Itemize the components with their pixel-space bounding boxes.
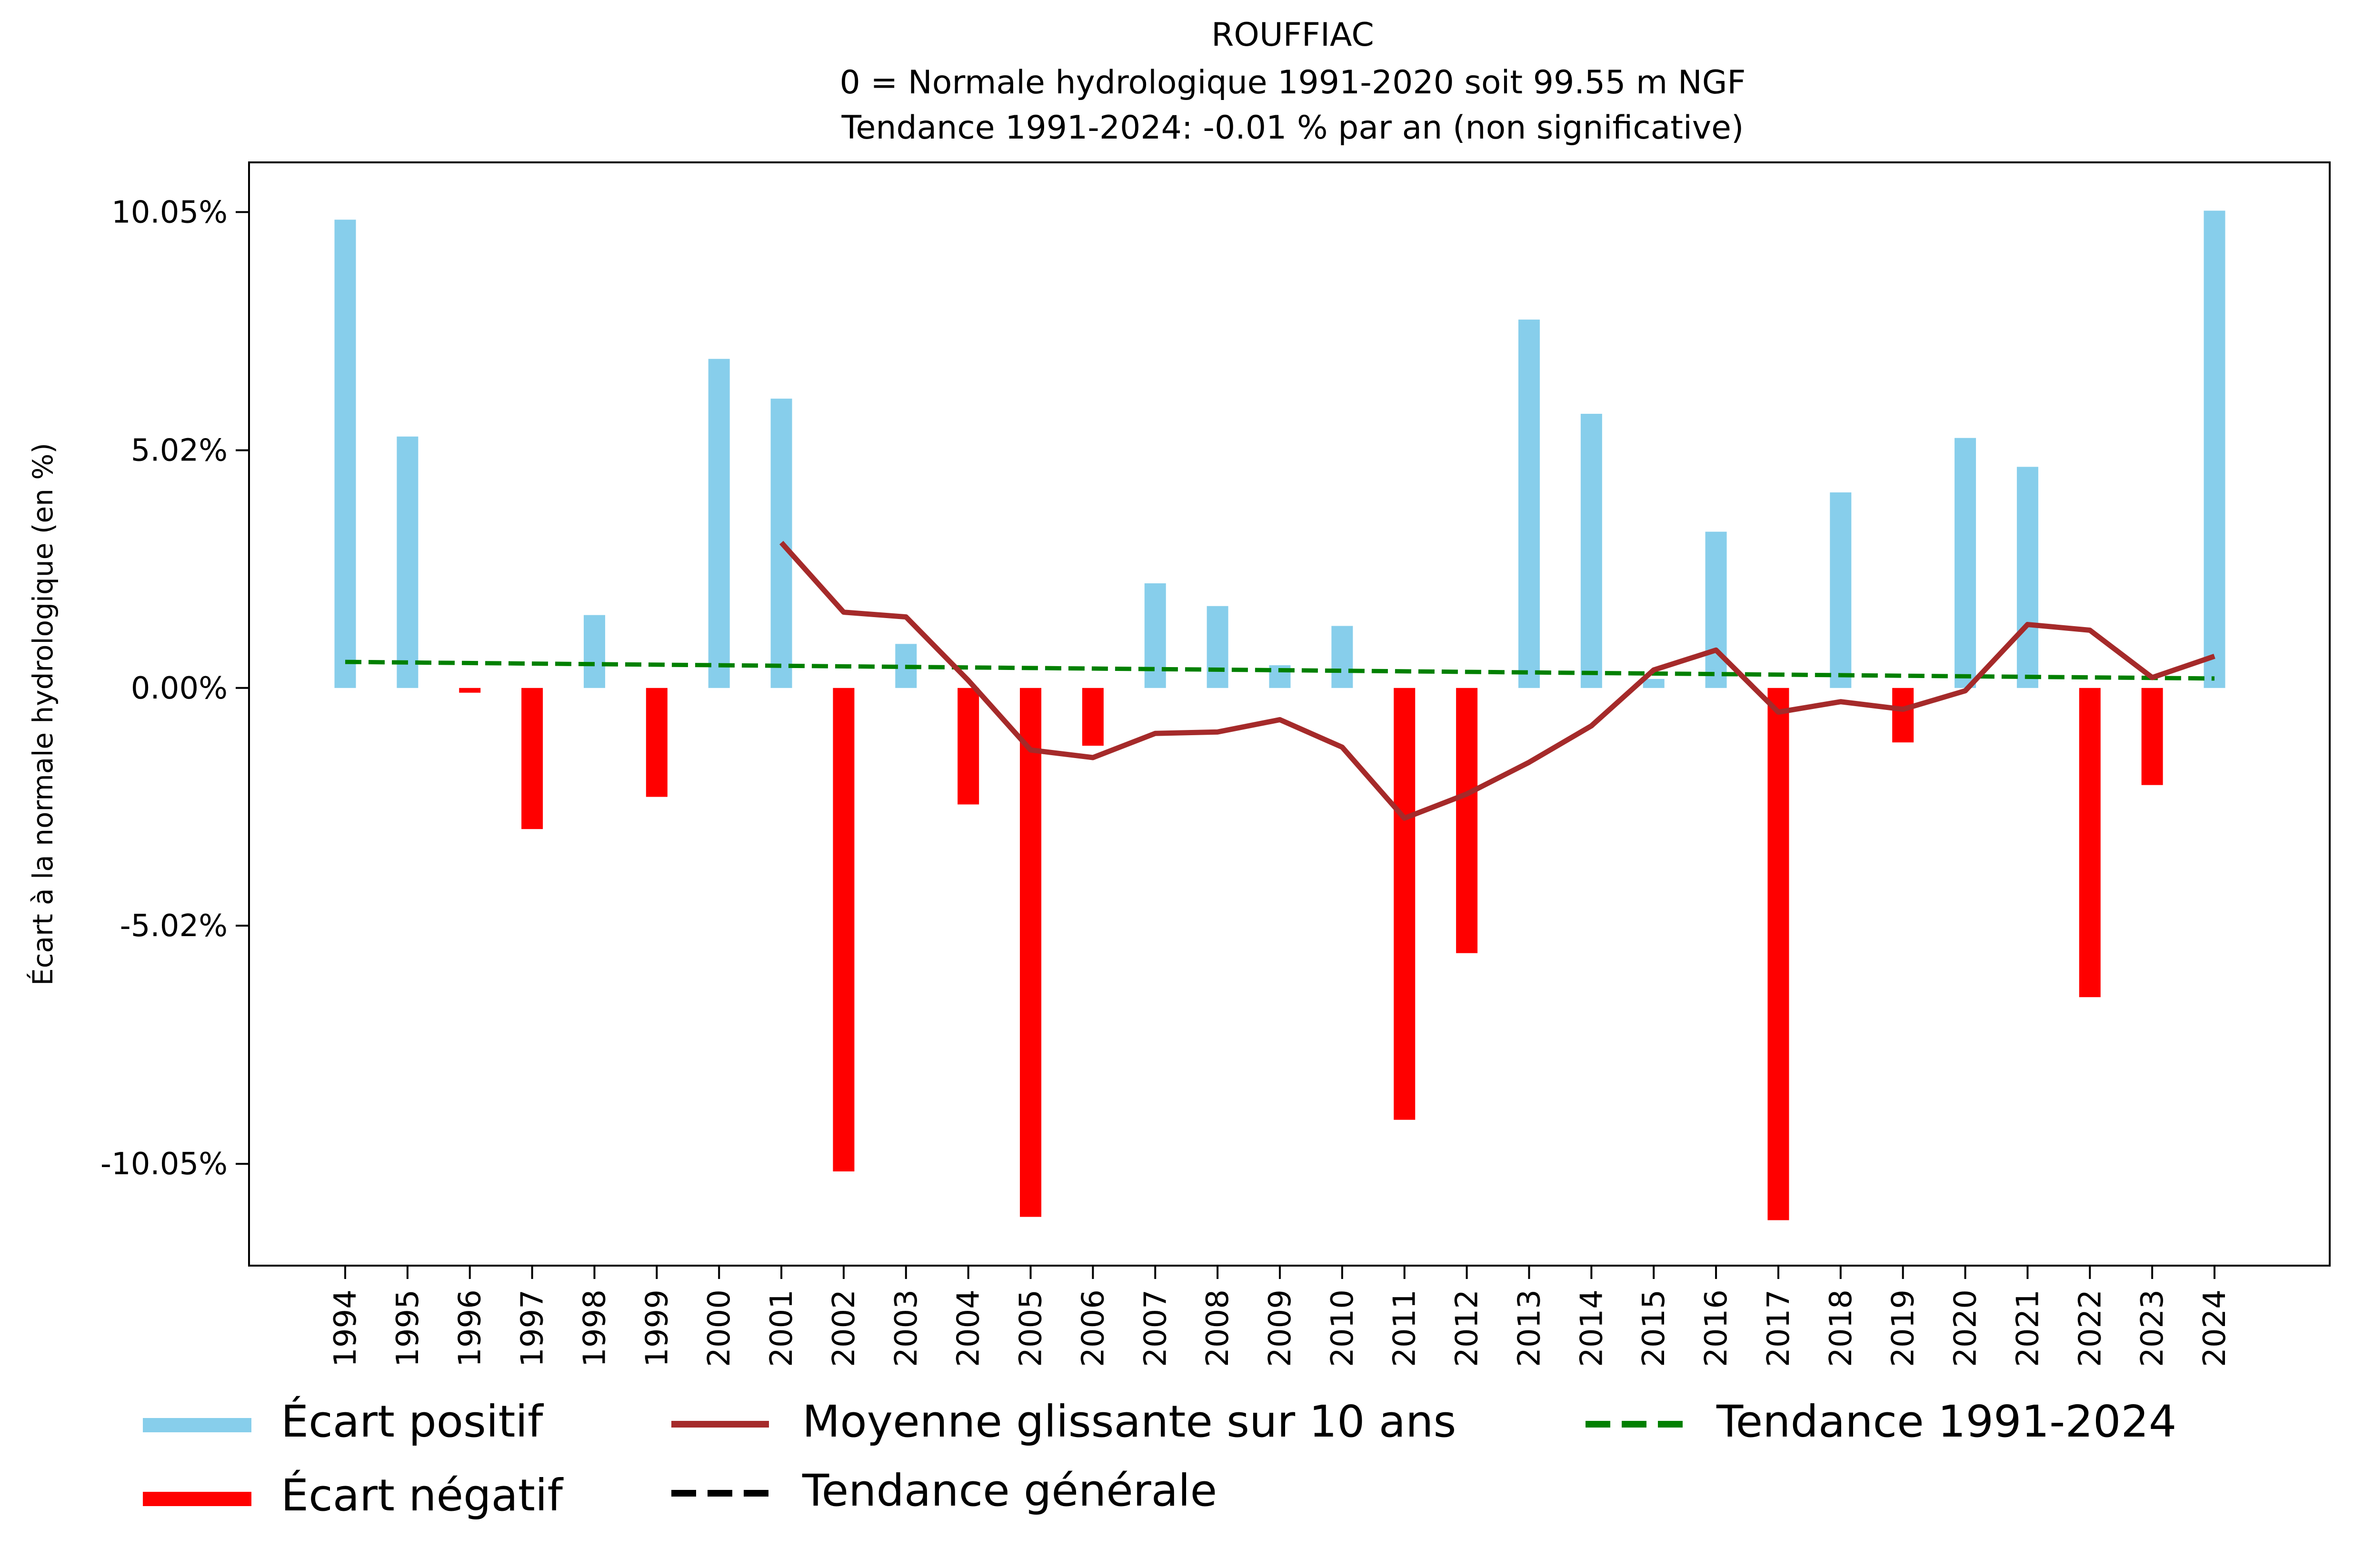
x-tick-label-2024: 2024 [2197,1289,2233,1367]
x-tick-label-2005: 2005 [1014,1289,1049,1367]
bar-2020 [1955,438,1976,688]
y-tick-label: -10.05% [100,1147,228,1182]
legend-swatch-trend-period [1586,1421,1683,1428]
y-tick-label: -5.02% [120,909,228,944]
bar-2005 [1020,688,1042,1217]
bar-2004 [958,688,979,805]
x-tick-label-2008: 2008 [1200,1289,1236,1367]
x-tick-label-1998: 1998 [577,1289,612,1367]
x-tick-label-2000: 2000 [702,1289,737,1367]
x-tick-label-2006: 2006 [1076,1289,1111,1367]
bar-1998 [583,615,605,688]
moving-average-line [779,540,2215,821]
x-tick-label-2023: 2023 [2135,1289,2170,1367]
legend-label-trend-period: Tendance 1991-2024 [1716,1396,2177,1447]
bar-2012 [1456,688,1478,953]
bar-2018 [1830,492,1852,688]
x-tick-label-1996: 1996 [453,1289,488,1367]
y-axis: 10.05% 5.02% 0.00% -5.02% -10.05% [100,195,249,1182]
x-tick-label-1994: 1994 [328,1289,363,1367]
plot-frame [248,161,2331,1267]
bar-1997 [521,688,543,829]
bar-1999 [646,688,668,797]
legend-label-negative: Écart négatif [281,1470,563,1521]
x-tick-label-2014: 2014 [1574,1289,1609,1367]
bar-2017 [1767,688,1789,1220]
bar-2013 [1518,320,1540,688]
bar-2011 [1394,688,1416,1120]
bar-2000 [708,359,730,688]
x-tick-label-2003: 2003 [889,1289,924,1367]
x-tick-label-2017: 2017 [1761,1289,1796,1367]
bar-1996 [459,688,481,693]
chart-subtitle-normal: 0 = Normale hydrologique 1991-2020 soit … [839,64,1746,101]
bar-2019 [1892,688,1914,743]
x-tick-label-2013: 2013 [1512,1289,1547,1367]
bar-1994 [334,220,356,688]
x-tick-label-1997: 1997 [515,1289,550,1367]
legend-swatch-negative [143,1492,251,1506]
x-tick-label-2009: 2009 [1263,1289,1298,1367]
bars-group [334,210,2225,1220]
bar-2021 [2016,467,2038,688]
x-tick-label-1995: 1995 [390,1289,426,1367]
legend-label-general-trend: Tendance générale [802,1465,1217,1516]
x-tick-label-2021: 2021 [2010,1289,2045,1367]
legend-swatch-general-trend [671,1490,769,1497]
x-tick-label-1999: 1999 [639,1289,675,1367]
x-tick-label-2010: 2010 [1325,1289,1360,1367]
x-tick-label-2001: 2001 [764,1289,799,1367]
legend-swatch-moving-average [671,1421,769,1428]
x-tick-label-2012: 2012 [1450,1289,1485,1367]
y-tick-label: 10.05% [111,195,228,230]
bar-2008 [1207,606,1228,688]
bar-2016 [1705,531,1727,688]
x-tick-label-2018: 2018 [1824,1289,1859,1367]
bar-2010 [1331,626,1353,688]
y-tick-label: 5.02% [131,433,228,469]
x-tick-label-2019: 2019 [1886,1289,1921,1367]
x-tick-label-2002: 2002 [827,1289,862,1367]
bar-2023 [2141,688,2163,785]
bar-2006 [1082,688,1104,746]
y-tick-label: 0.00% [131,671,228,706]
chart-subtitle-trend: Tendance 1991-2024: -0.01 % par an (non … [841,109,1744,147]
x-tick-label-2015: 2015 [1636,1289,1672,1367]
bar-2015 [1643,679,1665,688]
legend-label-moving-average: Moyenne glissante sur 10 ans [802,1396,1456,1447]
x-tick-label-2007: 2007 [1138,1289,1173,1367]
bar-1995 [397,436,419,688]
bar-2022 [2079,688,2101,998]
x-tick-label-2011: 2011 [1387,1289,1423,1367]
legend-swatch-positive [143,1418,251,1432]
trend-line [345,659,2215,681]
lines-group [345,540,2215,821]
y-axis-label: Écart à la normale hydrologique (en %) [26,443,59,986]
x-tick-label-2022: 2022 [2073,1289,2108,1367]
x-tick-label-2020: 2020 [1948,1289,1984,1367]
bar-2024 [2204,210,2225,688]
x-tick-label-2004: 2004 [951,1289,987,1367]
bar-2002 [833,688,855,1172]
bar-2007 [1144,583,1166,688]
legend-label-positive: Écart positif [281,1396,543,1447]
chart-title: ROUFFIAC [1211,16,1374,54]
bar-2014 [1580,414,1602,688]
x-axis: 1994 1995 1996 1997 1998 1999 2000 2001 2002 2003… [328,1266,2233,1367]
x-tick-label-2016: 2016 [1699,1289,1734,1367]
